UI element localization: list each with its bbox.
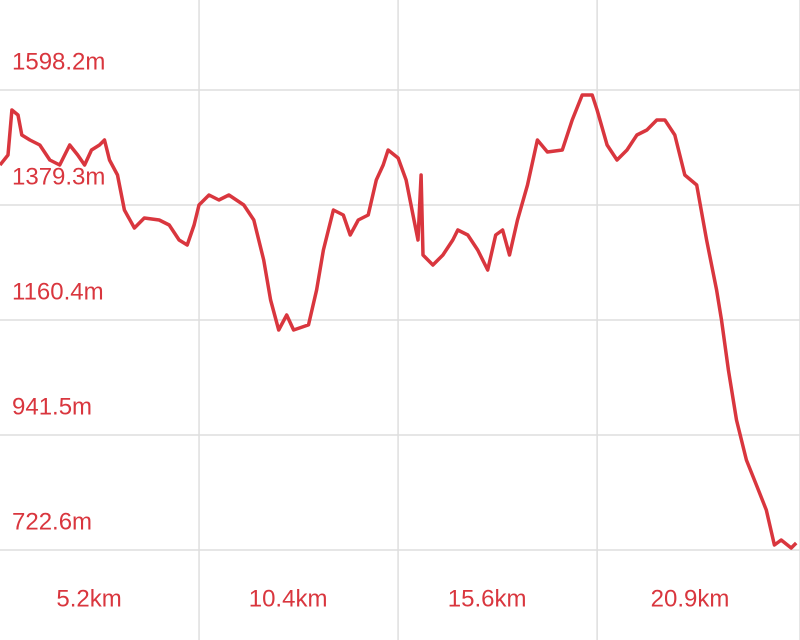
x-tick-label: 20.9km — [651, 585, 730, 612]
y-tick-label: 1160.4m — [12, 278, 104, 305]
x-tick-label: 5.2km — [56, 585, 121, 612]
elevation-line — [0, 93, 798, 550]
y-tick-label: 1598.2m — [12, 48, 105, 75]
y-tick-label: 941.5m — [12, 393, 92, 420]
x-tick-label: 10.4km — [249, 585, 328, 612]
x-tick-label: 15.6km — [448, 585, 527, 612]
y-tick-label: 1379.3m — [12, 163, 105, 190]
y-tick-label: 722.6m — [12, 508, 92, 535]
